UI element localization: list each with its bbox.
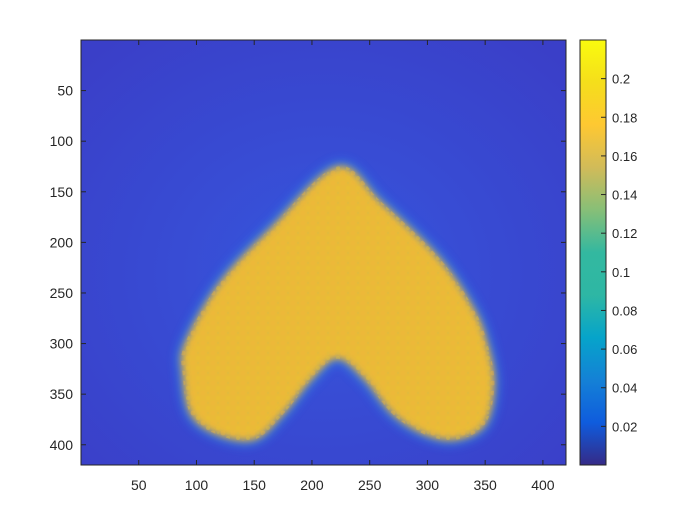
colorbar-tick-label: 0.2 [612, 72, 630, 87]
y-tick-label: 250 [50, 285, 74, 301]
x-tick-label: 100 [185, 477, 209, 493]
colorbar-tick-label: 0.1 [612, 265, 630, 280]
y-axis: 50 100 150 200 250 300 350 400 [50, 83, 566, 453]
colorbar-tick-label: 0.16 [612, 149, 637, 164]
colorbar-ticks: 0.02 0.04 0.06 0.08 0.1 0.12 0.14 0.16 0.18 0.2 [601, 72, 637, 434]
x-tick-label: 350 [473, 477, 497, 493]
x-axis: 50 100 150 200 250 300 350 400 [131, 40, 555, 493]
x-tick-label: 200 [300, 477, 324, 493]
colorbar-tick-label: 0.02 [612, 419, 637, 434]
y-tick-label: 350 [50, 386, 74, 402]
colorbar-tick-label: 0.04 [612, 381, 637, 396]
y-tick-label: 100 [50, 133, 74, 149]
colorbar-tick-label: 0.06 [612, 342, 637, 357]
y-tick-label: 300 [50, 336, 74, 352]
colorbar-tick-label: 0.18 [612, 110, 637, 125]
heatmap-plot-area [81, 40, 566, 465]
y-tick-label: 50 [57, 83, 73, 99]
colorbar-tick-label: 0.14 [612, 188, 637, 203]
x-tick-label: 400 [531, 477, 555, 493]
colorbar-tick-label: 0.08 [612, 303, 637, 318]
colorbar: 0.02 0.04 0.06 0.08 0.1 0.12 0.14 0.16 0.18 0.2 [579, 39, 637, 466]
x-tick-label: 300 [416, 477, 440, 493]
colorbar-tick-label: 0.12 [612, 226, 637, 241]
colorbar-bar [579, 39, 607, 466]
x-tick-label: 150 [243, 477, 267, 493]
plot-frame [80, 39, 567, 466]
y-tick-label: 150 [50, 184, 74, 200]
x-tick-label: 50 [131, 477, 147, 493]
x-tick-label: 250 [358, 477, 382, 493]
y-tick-label: 400 [50, 437, 74, 453]
y-tick-label: 200 [50, 234, 74, 250]
heart-shape-texture [181, 166, 495, 441]
